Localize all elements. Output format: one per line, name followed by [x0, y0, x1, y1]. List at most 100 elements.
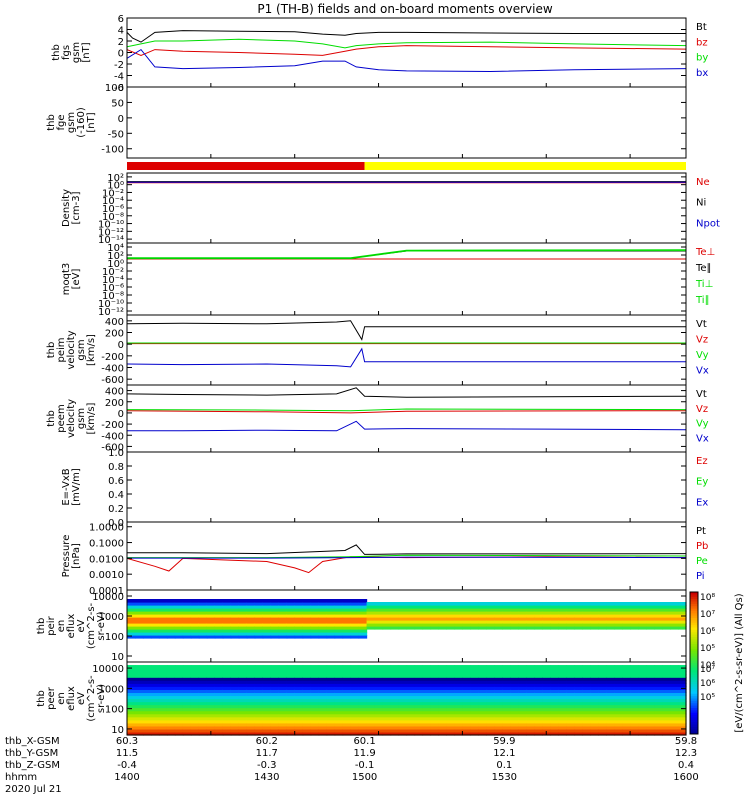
- spectrogram-cell: [294, 731, 304, 736]
- spectrogram-cell: [318, 677, 328, 681]
- spectrogram-cell: [286, 623, 296, 627]
- spectrogram-cell: [662, 719, 671, 724]
- spectrogram-cell: [254, 602, 264, 606]
- spectrogram-cell: [150, 719, 160, 724]
- spectrogram-cell: [678, 677, 687, 681]
- spectrogram-cell: [662, 617, 671, 621]
- spectrogram-cell: [318, 701, 328, 706]
- spectrogram-cell: [670, 608, 679, 612]
- colorbar-cell: [690, 724, 698, 728]
- spectrogram-cell: [414, 683, 424, 687]
- spectrogram-cell: [630, 689, 639, 694]
- spectrogram-cell: [262, 611, 272, 615]
- spectrogram-cell: [454, 719, 463, 724]
- spectrogram-cell: [166, 671, 176, 675]
- spectrogram-cell: [342, 713, 352, 718]
- spectrogram-cell: [294, 620, 304, 624]
- spectrogram-cell: [662, 698, 671, 703]
- spectrogram-cell: [206, 707, 216, 712]
- spectrogram-cell: [238, 605, 248, 609]
- spectrogram-cell: [494, 668, 503, 672]
- spectrogram-cell: [350, 731, 360, 736]
- spectrogram-cell: [278, 608, 288, 612]
- spectrogram-cell: [278, 623, 288, 627]
- spectrogram-cell: [566, 725, 575, 730]
- spectrogram-cell: [302, 728, 312, 733]
- spectrogram-cell: [582, 728, 591, 733]
- spectrogram-cell: [366, 689, 376, 694]
- y-tick-label: -100: [101, 145, 124, 156]
- colorbar-cell: [690, 634, 698, 638]
- spectrogram-cell: [478, 611, 487, 615]
- spectrogram-cell: [614, 689, 623, 694]
- y-tick-label: 0.6: [108, 476, 124, 487]
- spectrogram-cell: [342, 623, 352, 627]
- spectrogram-cell: [566, 698, 575, 703]
- spectrogram-cell: [254, 680, 264, 684]
- spectrogram-cell: [198, 617, 208, 621]
- spectrogram-cell: [518, 686, 527, 690]
- spectrogram-cell: [294, 719, 304, 724]
- spectrogram-cell: [374, 623, 384, 627]
- spectrogram-cell: [222, 719, 232, 724]
- spectrogram-cell: [486, 617, 495, 621]
- x-row-value: 1400: [114, 772, 139, 783]
- spectrogram-cell: [190, 701, 200, 706]
- spectrogram-cell: [134, 614, 144, 618]
- y-tick-label: 10⁰: [107, 181, 124, 192]
- y-tick-label: -200: [101, 352, 124, 363]
- spectrogram-cell: [422, 608, 432, 612]
- spectrogram-cell: [502, 611, 511, 615]
- spectrogram-cell: [478, 674, 487, 678]
- spectrogram-cell: [127, 707, 136, 712]
- spectrogram-cell: [486, 695, 495, 700]
- spectrogram-cell: [630, 719, 639, 724]
- spectrogram-cell: [174, 683, 184, 687]
- spectrogram-cell: [318, 704, 328, 709]
- spectrogram-cell: [614, 674, 623, 678]
- spectrogram-cell: [310, 698, 320, 703]
- spectrogram-cell: [134, 713, 144, 718]
- spectrogram-cell: [406, 611, 416, 615]
- spectrogram-cell: [150, 704, 160, 709]
- spectrogram-cell: [302, 677, 312, 681]
- y-tick-label: -600: [101, 375, 124, 386]
- spectrogram-cell: [174, 725, 184, 730]
- spectrogram-cell: [598, 620, 607, 624]
- spectrogram-cell: [310, 686, 320, 690]
- spectrogram-cell: [646, 614, 655, 618]
- spectrogram-cell: [646, 686, 655, 690]
- spectrogram-cell: [206, 671, 216, 675]
- spectrogram-cell: [654, 617, 663, 621]
- spectrogram-cell: [502, 683, 511, 687]
- spectrogram-cell: [486, 731, 495, 736]
- spectrogram-cell: [326, 683, 336, 687]
- spectrogram-cell: [342, 611, 352, 615]
- spectrogram-cell: [582, 683, 591, 687]
- spectrogram-cell: [342, 698, 352, 703]
- spectrogram-cell: [566, 665, 575, 669]
- spectrogram-cell: [270, 725, 280, 730]
- spectrogram-cell: [374, 602, 384, 606]
- spectrogram-cell: [190, 611, 200, 615]
- spectrogram-cell: [550, 725, 559, 730]
- spectrogram-cell: [638, 677, 647, 681]
- spectrogram-cell: [246, 614, 256, 618]
- spectrogram-cell: [374, 713, 384, 718]
- spectrogram-cell: [518, 725, 527, 730]
- spectrogram-cell: [398, 611, 408, 615]
- spectrogram-cell: [286, 680, 296, 684]
- spectrogram-cell: [270, 719, 280, 724]
- spectrogram-cell: [678, 698, 687, 703]
- colorbar-cell: [690, 644, 698, 647]
- spectrogram-cell: [262, 614, 272, 618]
- panel-frame: [126, 86, 687, 159]
- spectrogram-cell: [142, 719, 152, 724]
- spectrogram-cell: [326, 617, 336, 621]
- spectrogram-cell: [294, 725, 304, 730]
- spectrogram-cell: [358, 704, 368, 709]
- spectrogram-cell: [398, 686, 408, 690]
- spectrogram-cell: [398, 728, 408, 733]
- spectrogram-cell: [366, 602, 376, 606]
- spectrogram-cell: [670, 692, 679, 697]
